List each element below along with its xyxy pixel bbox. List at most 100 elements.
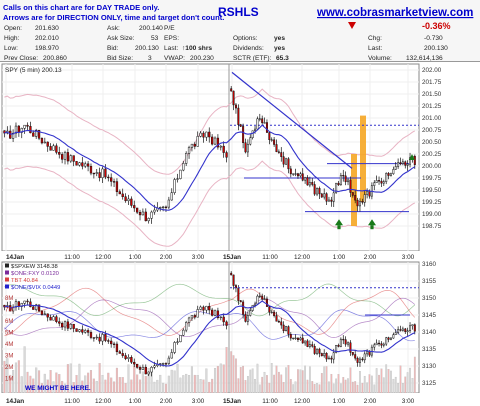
spy-candle [354, 190, 357, 204]
volume-bar [196, 375, 199, 394]
candle-body [358, 358, 361, 363]
spy-candle [237, 104, 240, 131]
spxew-candle [239, 299, 242, 303]
candle-body [368, 351, 371, 356]
spy-candle [95, 169, 98, 177]
x-tick-label: 3:00 [192, 254, 205, 261]
spy-candle [199, 131, 202, 138]
volume-bar [285, 367, 287, 394]
spxew-candle [261, 293, 264, 301]
candle-body [84, 330, 87, 333]
site-link[interactable]: www.cobrasmarketview.com [316, 7, 473, 19]
spxew-candle [176, 338, 179, 345]
quote-value: yes [274, 45, 285, 52]
spy-candle [92, 172, 96, 179]
spy-y-tick-label: 201.50 [422, 91, 442, 98]
candle-body [176, 341, 179, 343]
volume-tick-label: 1M [5, 377, 13, 383]
volume-bar [385, 364, 388, 394]
spy-y-tick-label: 201.75 [422, 79, 442, 86]
spxew-candle [344, 336, 347, 347]
spy-moving-average [4, 124, 416, 211]
spy-candle [187, 145, 191, 159]
volume-bar [409, 367, 411, 394]
quote-row: Open: 201.630 Ask: 200.140 P/E [4, 25, 175, 32]
volume-tick-label: 4M [5, 342, 13, 348]
volume-bar [17, 360, 20, 394]
spxew-candle [373, 342, 376, 351]
spxew-candle [320, 352, 323, 357]
spy-candle [176, 173, 179, 183]
candle-body [385, 173, 388, 182]
volume-bar [359, 371, 361, 394]
spy-candle [406, 160, 409, 172]
candle-body [280, 321, 283, 326]
last-label: Last: [368, 45, 382, 52]
candle-body [173, 179, 176, 193]
spxew-candle [399, 325, 402, 332]
spy-gridlines [2, 64, 419, 251]
candle-body [356, 357, 359, 363]
volume-bar [411, 378, 414, 394]
candle-body [92, 337, 96, 339]
candle-body [115, 181, 119, 192]
up-arrow-icon [337, 225, 341, 230]
moving-average-line [4, 124, 416, 211]
spxew-gridlines [2, 262, 419, 393]
spxew-candle [282, 321, 285, 334]
x-tick-label: 2:00 [364, 398, 377, 405]
candle-body [187, 147, 191, 154]
spxew-moving-average [4, 300, 416, 367]
quote-value: 202.010 [35, 35, 59, 42]
spxew-candle [306, 339, 309, 348]
candle-body [52, 316, 55, 321]
quote-label: Prev Close: [4, 55, 38, 62]
candle-body [49, 146, 52, 151]
spxew-candle [280, 317, 283, 329]
quote-panel: Calls on this chart are for DAY TRADE on… [0, 0, 480, 62]
spy-candle [308, 176, 311, 188]
candle-body [173, 342, 176, 353]
spy-candle [244, 138, 247, 154]
spy-candle [11, 129, 15, 143]
spxew-candle [182, 328, 185, 337]
disclaimer-line-2: Arrows are for DIRECTION ONLY, time and … [3, 13, 224, 22]
up-arrow-icon [409, 154, 415, 160]
spxew-candle [222, 313, 225, 326]
disclaimer-line-1: Calls on this chart are for DAY TRADE on… [3, 3, 159, 12]
candle-body [304, 177, 307, 181]
chg-value: -0.730 [424, 35, 443, 42]
candle-body [287, 158, 290, 170]
volume-bar [92, 378, 95, 394]
quote-label: Ask: [107, 25, 120, 32]
spy-candle [351, 192, 354, 198]
quote-label: P/E [164, 25, 175, 32]
candle-body [150, 367, 153, 373]
x-tick-label: 1:00 [333, 254, 346, 261]
candle-body [347, 179, 350, 183]
spy-candle [251, 130, 254, 140]
x-tick-label: 12:00 [95, 398, 111, 405]
candle-body [210, 136, 214, 145]
spxew-candle [354, 350, 357, 361]
spxew-candle [347, 341, 350, 347]
spy-candle [58, 146, 61, 159]
candle-body [306, 340, 309, 347]
candle-body [308, 182, 311, 186]
spy-candle [75, 161, 78, 166]
spy-candle [409, 152, 412, 168]
volume-bar [170, 369, 173, 394]
spy-candle [138, 209, 142, 221]
volume-bar [394, 376, 397, 394]
spy-candle [147, 217, 150, 224]
volume-bar [230, 351, 233, 394]
spxew-candle [170, 349, 173, 359]
spy-candle [380, 177, 383, 188]
spxew-candle [351, 352, 354, 357]
spy-candle [130, 196, 133, 208]
candle-body [138, 367, 142, 370]
volume-bar [280, 374, 283, 394]
candle-body [320, 353, 323, 357]
candle-body [222, 316, 225, 323]
spxew-candle [380, 341, 383, 349]
